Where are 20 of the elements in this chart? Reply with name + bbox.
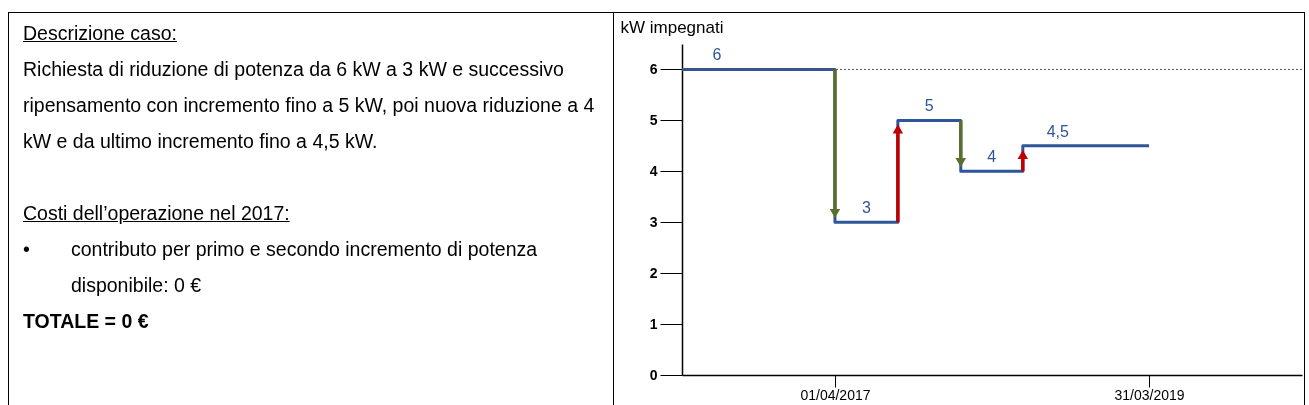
data-label: 5	[924, 97, 934, 115]
text: TOTALE = 0 €	[23, 309, 150, 334]
y-tick-label: 6	[649, 60, 658, 77]
data-label: 4,5	[1046, 122, 1070, 140]
y-tick-label: 2	[649, 264, 658, 281]
y-tick-label: 5	[649, 111, 658, 128]
y-tick-label: 1	[649, 315, 658, 332]
text: • contributo per primo e secondo incremento di potenza disponibile: 0 €	[23, 238, 538, 296]
y-tick-label: 0	[649, 366, 658, 383]
data-label: 6	[712, 46, 722, 64]
x-tick-label: 31/03/2019	[1114, 386, 1185, 403]
text: Richiesta di riduzione di potenza da 6 kW a 3 kW e successivo ripensamento con incremento fino a 5 kW, poi nuova riduzione a 4 kW e da ultimo incremento fino a 4,5 kW.	[23, 57, 596, 154]
data-label: 4	[987, 148, 997, 166]
text: Descrizione caso:	[23, 21, 178, 46]
data-label: 3	[861, 199, 871, 217]
text: Costi dell’operazione nel 2017:	[23, 201, 291, 226]
x-tick-label: 01/04/2017	[800, 386, 871, 403]
y-tick-label: 4	[649, 162, 658, 179]
y-tick-label: 3	[649, 213, 658, 230]
y-axis-title: kW impegnati	[620, 17, 724, 37]
